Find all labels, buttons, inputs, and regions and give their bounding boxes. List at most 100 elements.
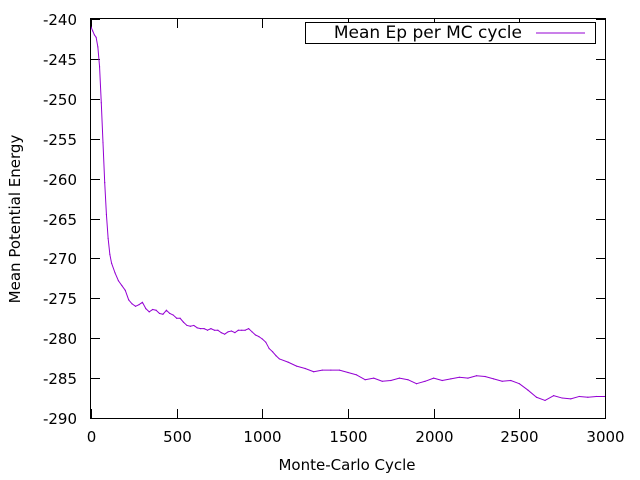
data-point	[407, 379, 409, 381]
y-tick-label: -265	[43, 211, 77, 229]
data-point	[338, 369, 341, 371]
y-tick-label: -290	[43, 410, 77, 428]
data-point	[493, 378, 495, 380]
y-axis-label: Mean Potential Energy	[6, 135, 24, 304]
data-point	[313, 371, 315, 373]
data-point	[145, 308, 147, 310]
data-point	[92, 30, 94, 32]
data-point	[217, 329, 219, 331]
data-point	[138, 304, 140, 306]
data-point	[165, 309, 167, 311]
data-point	[176, 317, 178, 319]
data-point	[128, 299, 130, 301]
data-point	[553, 395, 555, 397]
data-point	[450, 378, 452, 380]
x-tick-label: 3000	[586, 428, 624, 446]
data-point	[109, 253, 111, 256]
data-point	[107, 237, 109, 240]
data-point	[169, 312, 171, 315]
data-point	[105, 213, 108, 216]
data-point	[213, 329, 215, 331]
data-point	[561, 397, 563, 399]
data-point	[104, 181, 106, 184]
data-point	[234, 332, 236, 334]
plot-frame	[90, 18, 606, 419]
x-tick-label: 2500	[500, 428, 538, 446]
data-point	[467, 377, 469, 379]
y-tick-label: -240	[43, 11, 77, 29]
data-point	[441, 379, 443, 382]
axis-ticks	[91, 19, 606, 419]
data-point	[578, 395, 580, 398]
data-point	[296, 365, 298, 367]
data-point	[155, 309, 157, 311]
y-tick-labels: -290 -285 -280 -275 -270 -265 -260 -255 -250 -245…	[43, 11, 77, 428]
data-point	[224, 333, 226, 335]
data-point	[158, 312, 161, 315]
y-tick-label: -250	[43, 91, 77, 109]
data-point	[210, 328, 212, 330]
data-point	[347, 371, 349, 374]
data-point	[121, 284, 123, 287]
data-point	[321, 369, 323, 371]
data-point	[415, 383, 418, 385]
data-point	[510, 379, 512, 382]
data-point	[100, 102, 102, 104]
data-point	[148, 311, 150, 313]
data-point	[433, 377, 435, 379]
data-point	[117, 280, 120, 282]
data-point	[587, 396, 589, 398]
data-point	[251, 331, 253, 333]
data-point	[230, 330, 233, 332]
legend-box	[305, 22, 596, 44]
data-point	[98, 66, 101, 68]
y-tick-label: -280	[43, 330, 77, 348]
data-point	[196, 327, 198, 329]
data-point	[287, 361, 289, 363]
data-point	[355, 374, 358, 376]
data-point	[258, 336, 260, 338]
data-point	[398, 377, 400, 379]
x-tick-label: 1500	[329, 428, 367, 446]
y-tick-label: -270	[43, 250, 77, 268]
data-point	[544, 399, 546, 402]
y-tick-label: -285	[43, 370, 77, 388]
data-point	[186, 324, 188, 327]
data-point	[114, 272, 116, 274]
data-point	[193, 324, 195, 327]
data-point	[254, 334, 257, 336]
data-point	[97, 46, 99, 48]
x-tick-label: 500	[163, 428, 192, 446]
data-point	[304, 367, 306, 370]
data-point	[424, 380, 426, 382]
data-point	[390, 379, 392, 382]
data-point	[131, 303, 133, 305]
data-point	[535, 396, 538, 398]
data-point	[102, 142, 104, 144]
legend-label: Mean Ep per MC cycle	[334, 23, 522, 43]
series-line	[90, 26, 605, 401]
data-point	[237, 329, 239, 331]
data-point	[206, 329, 209, 331]
data-point	[595, 395, 598, 398]
data-point	[220, 332, 222, 334]
y-tick-label: -255	[43, 131, 77, 149]
x-tick-label: 1000	[243, 428, 281, 446]
data-point	[172, 314, 174, 316]
data-point	[268, 347, 270, 350]
data-point	[248, 328, 250, 330]
data-point	[272, 351, 274, 353]
x-tick-label: 2000	[415, 428, 453, 446]
data-point	[203, 328, 205, 330]
data-point	[527, 389, 529, 391]
legend: Mean Ep per MC cycle	[305, 22, 596, 44]
data-point	[179, 317, 181, 319]
data-point	[189, 325, 191, 327]
data-point	[134, 305, 137, 307]
data-point	[241, 329, 243, 331]
y-tick-label: -260	[43, 171, 77, 189]
x-tick-labels: 0 500 1000 1500 2000 2500 3000	[87, 428, 625, 446]
data-point	[364, 379, 366, 381]
